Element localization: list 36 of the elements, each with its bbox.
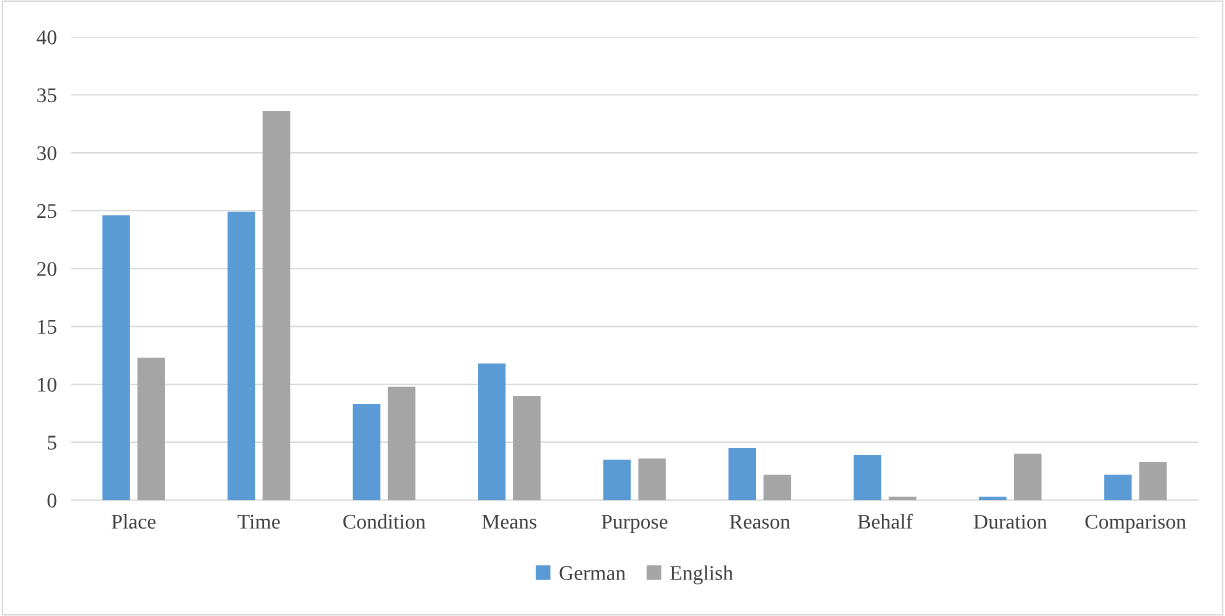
- bar: [1013, 453, 1042, 501]
- x-tick-label: Condition: [343, 514, 426, 529]
- x-tick-label: Duration: [973, 514, 1047, 529]
- x-tick-label: Place: [111, 514, 156, 529]
- x-tick-label: Comparison: [1085, 514, 1187, 533]
- y-tick-label: 15: [38, 319, 57, 334]
- y-tick-label: 20: [37, 261, 57, 277]
- bar: [1104, 474, 1132, 501]
- legend-label: German: [559, 566, 626, 581]
- bar: [387, 386, 416, 501]
- bar: [728, 448, 757, 501]
- legend-label: English: [670, 565, 733, 585]
- bar: [478, 363, 506, 501]
- bar: [513, 395, 541, 501]
- bar: [352, 404, 381, 501]
- bar: [638, 458, 666, 501]
- bar: [102, 215, 130, 501]
- bar: [763, 474, 792, 501]
- bar: [262, 111, 291, 501]
- y-tick-label: 5: [47, 435, 57, 450]
- x-tick-label: Time: [237, 514, 280, 529]
- x-tick-label: Purpose: [601, 514, 668, 533]
- bar: [853, 455, 882, 501]
- x-tick-label: Reason: [729, 514, 791, 529]
- y-tick-label: 35: [37, 88, 57, 103]
- y-tick-label: 10: [38, 377, 57, 392]
- y-tick-label: 30: [37, 146, 57, 161]
- x-tick-label: Means: [482, 514, 537, 529]
- y-tick-label: 40: [36, 30, 57, 45]
- bar: [1139, 461, 1167, 501]
- bar: [137, 357, 165, 501]
- y-tick-label: 25: [37, 204, 57, 219]
- x-tick-label: Behalf: [857, 513, 913, 529]
- y-tick-label: 0: [47, 493, 57, 508]
- bar: [227, 211, 256, 501]
- bar: [603, 459, 631, 501]
